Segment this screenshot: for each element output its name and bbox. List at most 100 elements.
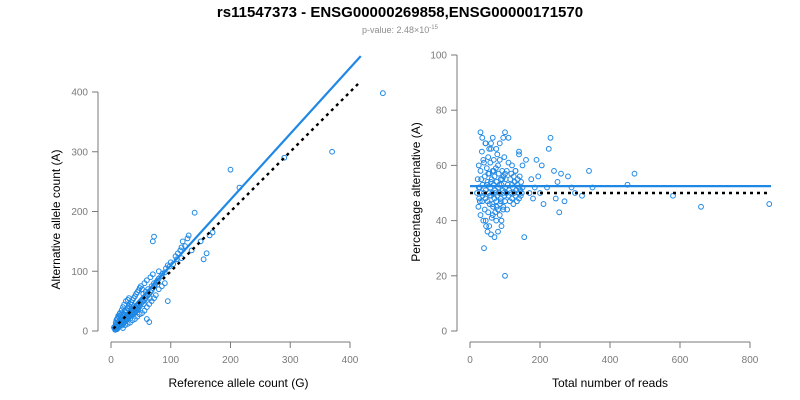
- data-point: [483, 165, 490, 172]
- data-point: [151, 295, 157, 302]
- data-point: [538, 162, 545, 169]
- data-point: [523, 156, 529, 163]
- x-tick-label: 400: [602, 355, 619, 366]
- subtitle-text: p-value: 2.48×10: [362, 25, 429, 35]
- data-point: [483, 223, 490, 230]
- data-point: [558, 170, 564, 177]
- data-point: [197, 238, 204, 245]
- y-tick-label: 200: [71, 207, 88, 218]
- data-point: [502, 129, 508, 136]
- x-tick-label: 800: [742, 355, 759, 366]
- data-point: [489, 134, 496, 141]
- data-point: [227, 166, 234, 173]
- data-point: [164, 298, 171, 305]
- data-point: [476, 198, 483, 205]
- data-point: [487, 159, 494, 166]
- data-point: [478, 176, 485, 183]
- data-point: [191, 209, 198, 216]
- data-point: [477, 168, 484, 174]
- data-point: [516, 151, 522, 158]
- data-point: [496, 190, 503, 196]
- data-point: [561, 198, 568, 205]
- y-tick-label: 40: [436, 216, 448, 227]
- data-point: [161, 280, 168, 287]
- data-point: [484, 179, 491, 185]
- x-tick-label: 100: [162, 355, 179, 366]
- y-axis-label: Alternative allele count (A): [49, 149, 63, 289]
- data-point: [479, 134, 486, 141]
- data-point: [477, 129, 484, 136]
- data-point: [490, 203, 497, 210]
- data-point: [151, 233, 157, 240]
- data-point: [475, 162, 482, 169]
- data-point: [118, 307, 125, 313]
- y-tick-label: 100: [71, 267, 88, 278]
- data-point: [500, 134, 507, 141]
- data-point: [281, 154, 288, 161]
- data-point: [158, 283, 165, 290]
- data-point: [481, 245, 487, 252]
- chart-subtitle: p-value: 2.48×10-15: [362, 25, 439, 35]
- data-point: [521, 234, 528, 241]
- data-point: [133, 307, 140, 313]
- x-tick-label: 400: [342, 355, 359, 366]
- data-point: [490, 168, 497, 174]
- y-tick-label: 400: [71, 88, 88, 99]
- data-point: [518, 179, 524, 185]
- data-point: [488, 140, 494, 147]
- data-point: [485, 209, 492, 216]
- data-point: [149, 238, 156, 245]
- data-point: [501, 154, 508, 161]
- data-point: [484, 228, 491, 235]
- data-point: [493, 217, 500, 224]
- data-point: [540, 201, 547, 207]
- data-point: [149, 271, 156, 278]
- data-point: [489, 212, 496, 218]
- data-point: [479, 148, 485, 155]
- data-point: [504, 206, 511, 213]
- data-point: [482, 195, 489, 202]
- allele-count-scatter: 0 100 200 300 400 0 100 200 300 400 Reference alle…: [49, 55, 386, 390]
- data-point: [137, 283, 144, 290]
- data-point: [486, 192, 493, 199]
- data-point: [481, 206, 488, 213]
- data-point: [528, 176, 535, 183]
- x-tick-label: 200: [532, 355, 549, 366]
- data-point: [510, 201, 517, 207]
- data-point: [379, 90, 386, 97]
- x-axis-label: Total number of reads: [552, 376, 668, 390]
- data-point: [502, 272, 508, 279]
- data-point: [509, 195, 515, 202]
- data-point: [480, 217, 487, 224]
- data-point: [547, 134, 554, 141]
- data-point: [510, 173, 517, 180]
- data-point: [505, 134, 512, 141]
- data-point: [519, 162, 526, 169]
- data-point: [512, 168, 519, 174]
- data-point: [497, 198, 504, 205]
- data-point: [499, 176, 506, 183]
- subtitle-exponent: -15: [429, 25, 438, 31]
- data-point: [491, 173, 498, 180]
- x-tick-label: 0: [467, 355, 473, 366]
- data-point: [500, 206, 507, 213]
- data-point: [481, 173, 488, 180]
- data-point: [554, 179, 561, 185]
- data-point: [496, 212, 503, 218]
- data-point: [203, 250, 210, 257]
- data-point: [698, 203, 704, 210]
- data-point: [552, 195, 559, 202]
- x-tick-label: 0: [108, 355, 114, 366]
- data-point: [509, 162, 515, 169]
- data-point: [491, 234, 498, 241]
- percentage-alternative-scatter: 0 200 400 600 800 0 20 40 60 80 100 Total number of…: [409, 51, 773, 390]
- data-point: [481, 159, 487, 166]
- data-point: [179, 238, 186, 245]
- data-point: [545, 145, 552, 152]
- data-point: [495, 170, 502, 177]
- data-point: [516, 173, 523, 180]
- y-tick-label: 80: [436, 106, 448, 117]
- data-point: [533, 156, 540, 163]
- data-point: [477, 212, 484, 218]
- x-tick-label: 200: [222, 355, 239, 366]
